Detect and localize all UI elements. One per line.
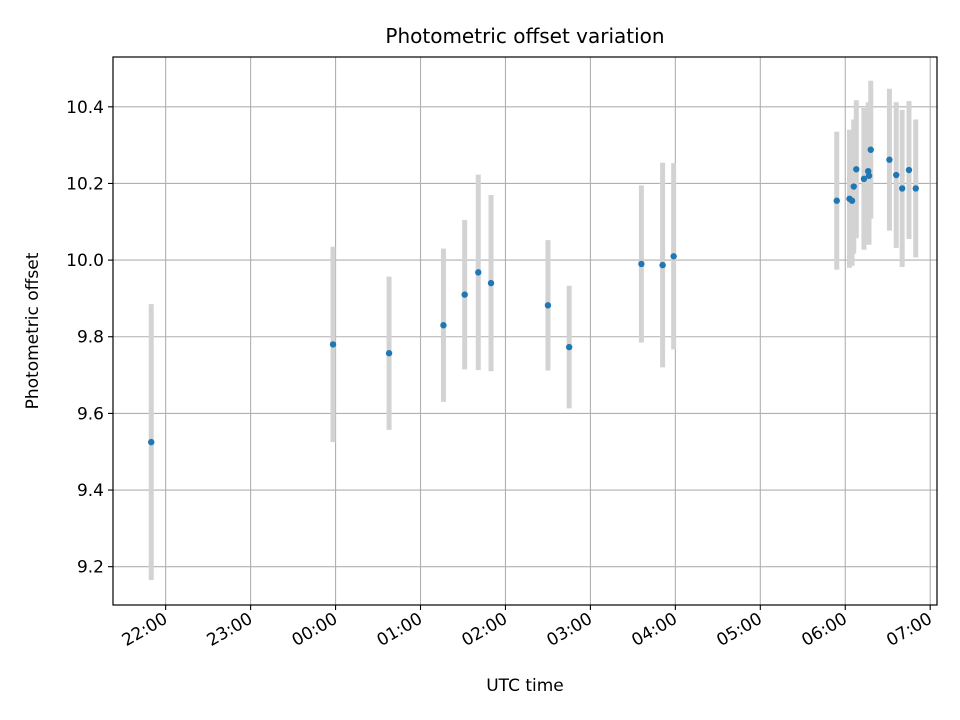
x-axis-label: UTC time [486, 676, 564, 696]
data-point [848, 197, 856, 204]
data-point [638, 260, 645, 268]
data-point [893, 171, 900, 179]
data-point [475, 269, 482, 276]
data-point [912, 185, 919, 192]
y-tick-label: 10.0 [66, 251, 104, 271]
data-point [565, 343, 573, 351]
data-point [853, 166, 860, 173]
data-point [461, 291, 468, 298]
y-tick-label: 9.6 [77, 404, 104, 424]
data-point [148, 438, 155, 446]
data-point [886, 156, 893, 163]
data-point [867, 146, 874, 153]
data-point [905, 166, 913, 174]
data-point [659, 261, 666, 269]
data-point [670, 253, 677, 260]
y-tick-label: 10.4 [66, 98, 104, 118]
data-point [329, 341, 337, 348]
data-point [860, 175, 868, 183]
y-tick-label: 9.4 [77, 481, 104, 501]
data-point [440, 322, 447, 329]
y-axis: 9.2 9.4 9.6 9.8 10.0 10.2 10.4 [66, 98, 113, 578]
chart-title: Photometric offset variation [385, 24, 664, 48]
data-point [850, 183, 857, 190]
data-points [148, 146, 919, 446]
grid [113, 57, 937, 605]
data-point [898, 185, 906, 192]
y-tick-label: 9.8 [77, 328, 104, 348]
data-point [385, 350, 393, 357]
plot-frame [112, 56, 938, 606]
data-point [865, 172, 873, 179]
y-axis-label: Photometric offset [23, 252, 43, 409]
y-tick-label: 9.2 [77, 558, 104, 578]
data-point [833, 197, 840, 204]
data-point [487, 279, 495, 287]
y-tick-label: 10.2 [66, 174, 104, 194]
data-point [544, 302, 552, 309]
